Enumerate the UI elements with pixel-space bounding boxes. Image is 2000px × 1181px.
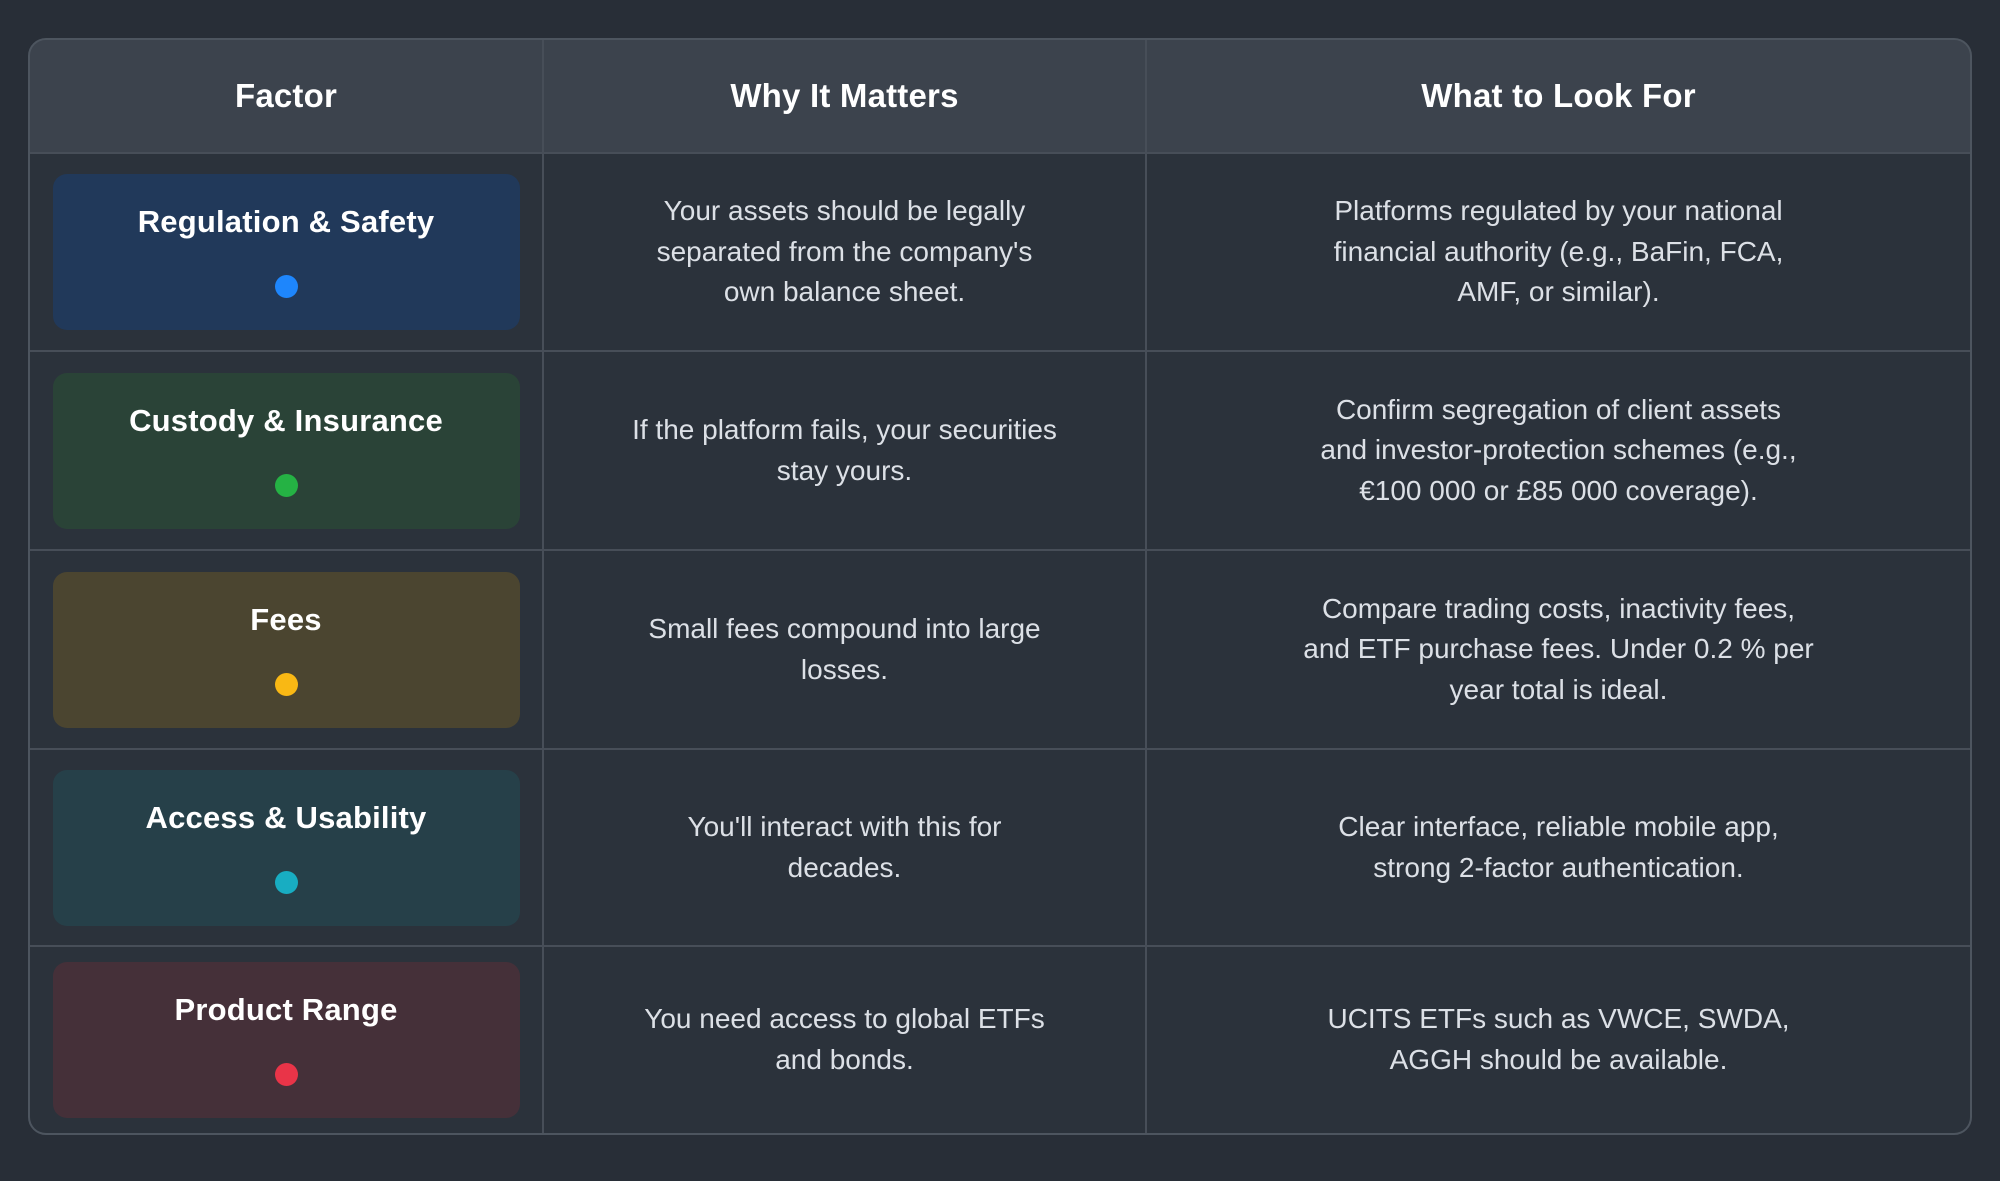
why-it-matters-text: You'll interact with this for decades. [687, 810, 1002, 883]
status-dot-icon [274, 870, 298, 894]
status-dot-icon [274, 275, 298, 298]
what-to-look-for-text: Confirm segregation of client assets and… [1320, 393, 1797, 506]
what-to-look-for-text: Compare trading costs, inactivity fees, … [1303, 592, 1814, 705]
factor-title: Regulation & Safety [137, 204, 435, 239]
column-header-label: What to Look For [1421, 77, 1696, 114]
status-dot-icon [274, 1063, 298, 1086]
factor-title: Custody & Insurance [129, 402, 443, 438]
table-row-factor-cell: Fees [30, 551, 542, 748]
status-dot-icon [274, 672, 298, 696]
header-cell-factor: Factor [30, 40, 542, 152]
status-dot-icon [274, 473, 298, 497]
table-row-look-cell: Confirm segregation of client assets and… [1147, 352, 1970, 549]
factor-title: Access & Usability [145, 799, 427, 835]
table-row-factor-cell: Custody & Insurance [30, 352, 542, 549]
factor-title: Product Range [174, 992, 398, 1027]
factor-badge-access-usability: Access & Usability [52, 769, 520, 926]
table-row-look-cell: UCITS ETFs such as VWCE, SWDA, AGGH shou… [1147, 947, 1970, 1133]
table-row-why-cell: Small fees compound into large losses. [544, 551, 1145, 748]
table-row-factor-cell: Regulation & Safety [30, 154, 542, 350]
factor-badge-product-range: Product Range [52, 962, 520, 1118]
why-it-matters-text: If the platform fails, your securities s… [632, 413, 1057, 486]
table-row-look-cell: Clear interface, reliable mobile app, st… [1147, 750, 1970, 945]
what-to-look-for-text: Clear interface, reliable mobile app, st… [1338, 810, 1779, 883]
factor-title: Fees [250, 601, 322, 637]
comparison-table: Factor Why It Matters What to Look For R… [28, 38, 1972, 1135]
header-cell-why-it-matters: Why It Matters [544, 40, 1145, 152]
factor-badge-custody-insurance: Custody & Insurance [52, 372, 520, 529]
table-row-factor-cell: Product Range [30, 947, 542, 1133]
why-it-matters-text: Your assets should be legally separated … [656, 195, 1033, 308]
what-to-look-for-text: Platforms regulated by your national fin… [1333, 195, 1784, 308]
table-row-look-cell: Compare trading costs, inactivity fees, … [1147, 551, 1970, 748]
column-header-label: Factor [234, 77, 338, 114]
table-row-why-cell: You need access to global ETFs and bonds… [544, 947, 1145, 1133]
what-to-look-for-text: UCITS ETFs such as VWCE, SWDA, AGGH shou… [1327, 1003, 1790, 1075]
table-row-look-cell: Platforms regulated by your national fin… [1147, 154, 1970, 350]
factor-badge-fees: Fees [52, 571, 520, 728]
column-header-label: Why It Matters [730, 77, 959, 114]
table-row-factor-cell: Access & Usability [30, 750, 542, 945]
why-it-matters-text: Small fees compound into large losses. [648, 612, 1041, 685]
header-cell-what-to-look-for: What to Look For [1147, 40, 1970, 152]
why-it-matters-text: You need access to global ETFs and bonds… [644, 1003, 1045, 1075]
table-row-why-cell: Your assets should be legally separated … [544, 154, 1145, 350]
table-row-why-cell: If the platform fails, your securities s… [544, 352, 1145, 549]
factor-badge-regulation-safety: Regulation & Safety [52, 174, 520, 330]
table-row-why-cell: You'll interact with this for decades. [544, 750, 1145, 945]
